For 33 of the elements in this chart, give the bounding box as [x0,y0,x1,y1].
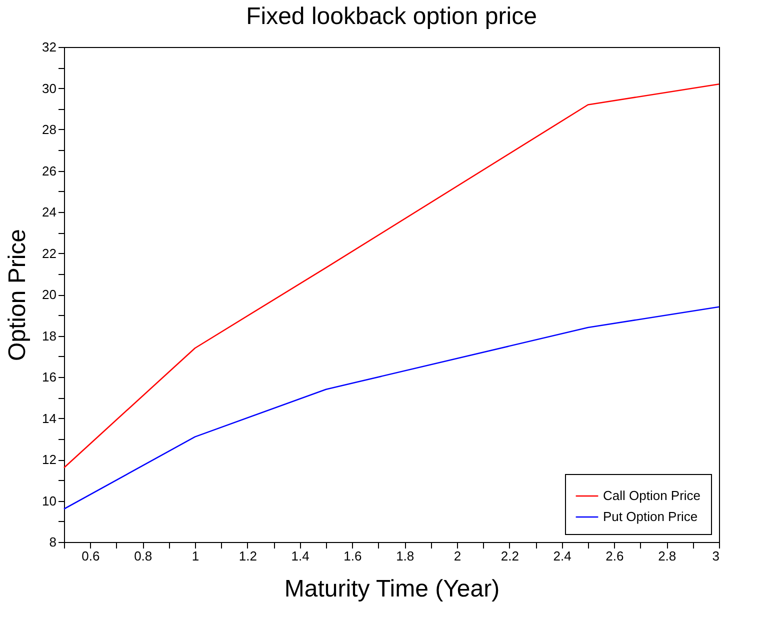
y-tick-label: 24 [42,204,56,220]
y-tick-label: 8 [49,534,56,550]
y-tick-label: 28 [42,122,56,137]
x-tick-label: 1.2 [238,548,257,564]
y-axis-title: Option Price [4,228,32,362]
y-tick-label: 30 [42,80,56,96]
x-axis-title: Maturity Time (Year) [284,576,500,602]
y-tick-label: 22 [42,246,56,261]
y-tick-label: 18 [42,328,56,344]
y-tick-label: 26 [42,163,56,178]
x-tick-label: 1.4 [291,548,310,564]
x-tick-label: 1 [192,548,200,564]
x-tick-label: 2.6 [606,548,624,564]
legend-label: Call Option Price [603,488,701,503]
x-tick-label: 2.2 [500,548,519,564]
x-tick-label: 1.8 [396,548,414,564]
x-tick-label: 2 [454,548,462,564]
chart-title: Fixed lookback option price [246,3,537,30]
x-tick-label: 3 [712,548,720,564]
line-series [63,83,720,468]
legend-label: Put Option Price [603,509,698,524]
y-tick-label: 32 [42,40,56,54]
x-tick-label: 0.8 [134,548,152,564]
x-tick-label: 0.6 [82,548,100,564]
y-tick-label: 20 [42,287,56,302]
y-tick-label: 10 [42,493,56,508]
x-tick-label: 2.4 [553,548,572,564]
x-tick-label: 1.6 [344,548,362,564]
y-tick-label: 16 [42,370,56,384]
y-tick-label: 14 [42,410,56,426]
y-tick-label: 12 [42,452,56,467]
line-series [63,306,720,510]
x-tick-label: 2.8 [658,548,676,564]
